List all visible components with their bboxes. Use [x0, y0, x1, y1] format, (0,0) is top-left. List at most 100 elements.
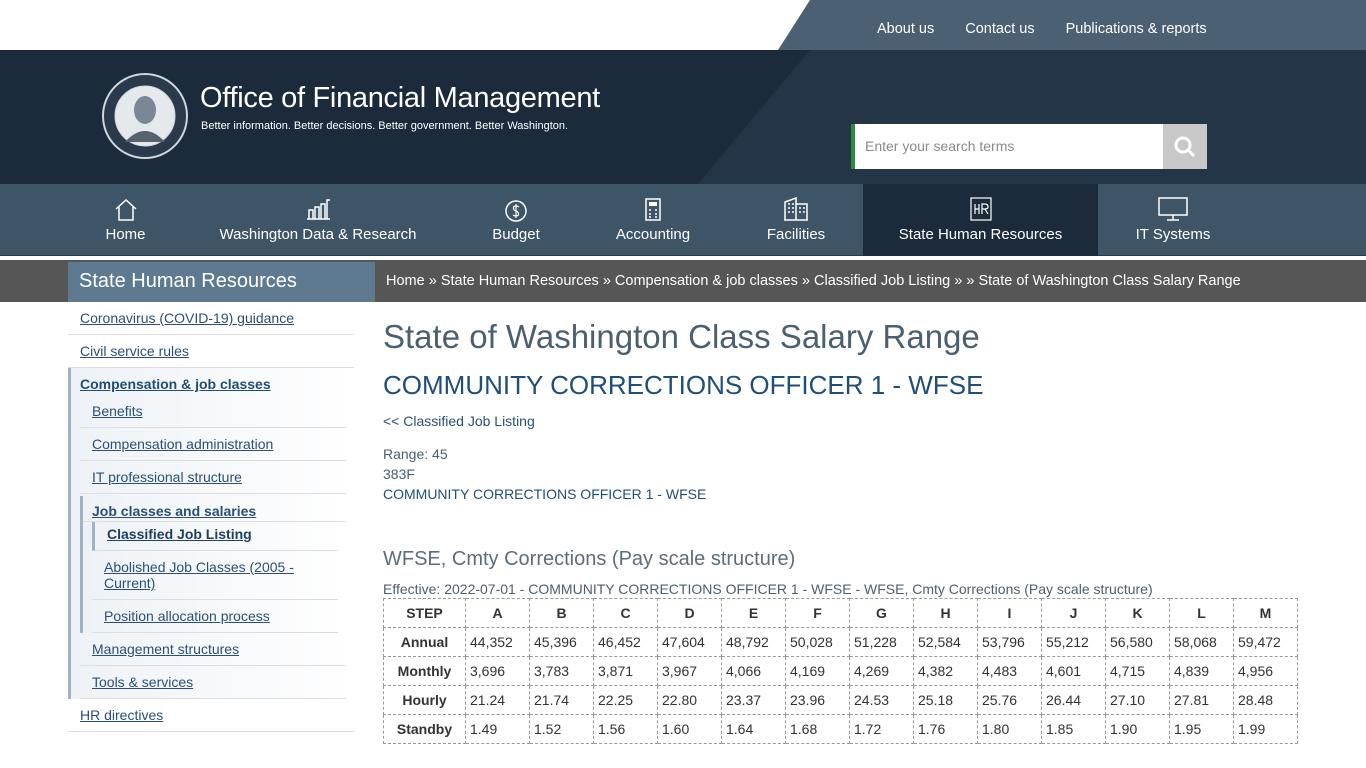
sidebar: Coronavirus (COVID-19) guidance Civil ser…: [68, 302, 354, 732]
info-line: Range: 45: [383, 446, 448, 462]
page-subtitle: COMMUNITY CORRECTIONS OFFICER 1 - WFSE: [383, 370, 984, 400]
sidebar-link[interactable]: Benefits: [80, 395, 346, 428]
table-cell: 51,228: [849, 627, 914, 657]
nav-label: IT Systems: [1135, 226, 1211, 243]
nav-icon: [1158, 197, 1188, 221]
row-label: Standby: [383, 714, 466, 744]
section-title: WFSE, Cmty Corrections (Pay scale struct…: [383, 548, 796, 570]
sidebar-item: Tools & services: [80, 666, 346, 699]
sidebar-item: Benefits: [80, 395, 346, 428]
table-cell: 1.60: [657, 714, 722, 744]
breadcrumb-item[interactable]: State Human Resources: [429, 273, 599, 289]
breadcrumb-item[interactable]: Home: [386, 273, 425, 289]
nav-item-active[interactable]: State Human Resources: [863, 184, 1098, 256]
site-tagline: Better information. Better decisions. Be…: [201, 120, 569, 132]
sidebar-link[interactable]: Compensation & job classes: [80, 376, 271, 392]
table-cell: 26.44: [1041, 685, 1106, 715]
row-label: Monthly: [383, 656, 466, 686]
sidebar-item: IT professional structure: [80, 461, 346, 494]
table-header-cell: J: [1041, 598, 1106, 628]
nav-label: Accounting: [615, 226, 691, 243]
table-header-cell: H: [913, 598, 978, 628]
table-header-cell: C: [593, 598, 658, 628]
nav-label: Budget: [492, 226, 540, 243]
table-header-cell: G: [849, 598, 914, 628]
sidebar-item: Compensation administration: [80, 428, 346, 461]
sidebar-item: HR directives: [68, 699, 354, 732]
sidebar-item: Job classes and salaries Classified Job L…: [80, 496, 346, 633]
top-link[interactable]: Contact us: [965, 21, 1035, 37]
nav-label: State Human Resources: [898, 226, 1063, 243]
breadcrumb-item[interactable]: Classified Job Listing: [802, 273, 962, 289]
table-cell: 21.74: [529, 685, 594, 715]
top-link[interactable]: About us: [877, 21, 935, 37]
nav-icon: [505, 200, 527, 222]
sidebar-item: Management structures: [80, 633, 346, 666]
table-cell: 47,604: [657, 627, 722, 657]
table-cell: 55,212: [1041, 627, 1106, 657]
sidebar-item: Classified Job Listing: [92, 522, 338, 551]
breadcrumb-item: State of Washington Class Salary Range: [966, 273, 1240, 289]
table-cell: 4,066: [721, 656, 786, 686]
table-cell: 3,696: [465, 656, 530, 686]
main-content: State of Washington Class Salary Range C…: [383, 318, 1323, 744]
table-cell: 52,584: [913, 627, 978, 657]
table-row: Hourly 21.24 21.74 22.25 22.80 23.37 23.96 24.5…: [383, 685, 1298, 715]
table-header-cell: L: [1169, 598, 1234, 628]
nav-item[interactable]: Washington Data & Research: [210, 184, 426, 256]
sidebar-link[interactable]: Civil service rules: [68, 335, 354, 368]
table-header-cell: A: [465, 598, 530, 628]
nav-item[interactable]: Home: [88, 184, 163, 256]
site-title[interactable]: Office of Financial Management: [200, 82, 600, 114]
top-link[interactable]: Publications & reports: [1065, 21, 1207, 37]
search-icon: [1174, 136, 1196, 158]
sidebar-link[interactable]: Tools & services: [80, 666, 346, 699]
sidebar-link[interactable]: HR directives: [68, 699, 354, 732]
sidebar-item: Coronavirus (COVID-19) guidance: [68, 302, 354, 335]
nav-item[interactable]: Budget: [476, 184, 556, 256]
back-link[interactable]: << Classified Job Listing: [383, 413, 535, 429]
sidebar-submenu: Benefits Compensation administration IT pr…: [71, 395, 354, 699]
salary-table: STEP A B C D E F G H I J K L M Annual 44,352 45,396 46,45…: [383, 598, 1298, 744]
sidebar-item: Position allocation process: [92, 600, 338, 633]
nav-label: Facilities: [766, 226, 826, 243]
sidebar-link[interactable]: Classified Job Listing: [92, 522, 338, 551]
search-button[interactable]: [1163, 124, 1207, 169]
table-cell: 3,871: [593, 656, 658, 686]
info-line: COMMUNITY CORRECTIONS OFFICER 1 - WFSE: [383, 486, 707, 502]
table-cell: 1.76: [913, 714, 978, 744]
table-cell: 4,715: [1105, 656, 1170, 686]
table-header-cell: M: [1233, 598, 1298, 628]
table-header-cell: B: [529, 598, 594, 628]
top-links: About us Contact us Publications & repor…: [877, 21, 1238, 37]
nav-item[interactable]: Accounting: [603, 184, 703, 256]
search-input[interactable]: Enter your search terms: [851, 124, 1163, 169]
effective-line: Effective: 2022-07-01 - COMMUNITY CORREC…: [383, 581, 1153, 597]
table-cell: 25.76: [977, 685, 1042, 715]
breadcrumb-item[interactable]: Compensation & job classes: [603, 273, 798, 289]
nav-item[interactable]: IT Systems: [1132, 184, 1214, 256]
sidebar-link[interactable]: Management structures: [80, 633, 346, 666]
nav-item[interactable]: Facilities: [756, 184, 836, 256]
sidebar-link[interactable]: Compensation administration: [80, 428, 346, 461]
sidebar-link[interactable]: Job classes and salaries: [83, 496, 346, 522]
table-cell: 56,580: [1105, 627, 1170, 657]
table-cell: 59,472: [1233, 627, 1298, 657]
table-row: Standby 1.49 1.52 1.56 1.60 1.64 1.68 1.72 1.76 1…: [383, 714, 1298, 744]
table-header-cell: F: [785, 598, 850, 628]
page-title: State of Washington Class Salary Range: [383, 318, 980, 355]
sidebar-link[interactable]: IT professional structure: [80, 461, 346, 494]
table-cell: 3,967: [657, 656, 722, 686]
sidebar-link[interactable]: Abolished Job Classes (2005 - Current): [92, 551, 338, 600]
sidebar-submenu: Classified Job Listing Abolished Job Clas…: [83, 522, 346, 633]
table-cell: 3,783: [529, 656, 594, 686]
nav-icon: [307, 199, 330, 220]
nav-icon: [114, 198, 137, 221]
row-label: Annual: [383, 627, 466, 657]
nav-icon: [784, 196, 808, 221]
table-cell: 50,028: [785, 627, 850, 657]
sidebar-link[interactable]: Position allocation process: [92, 600, 338, 633]
sidebar-link[interactable]: Coronavirus (COVID-19) guidance: [68, 302, 354, 335]
table-cell: 28.48: [1233, 685, 1298, 715]
